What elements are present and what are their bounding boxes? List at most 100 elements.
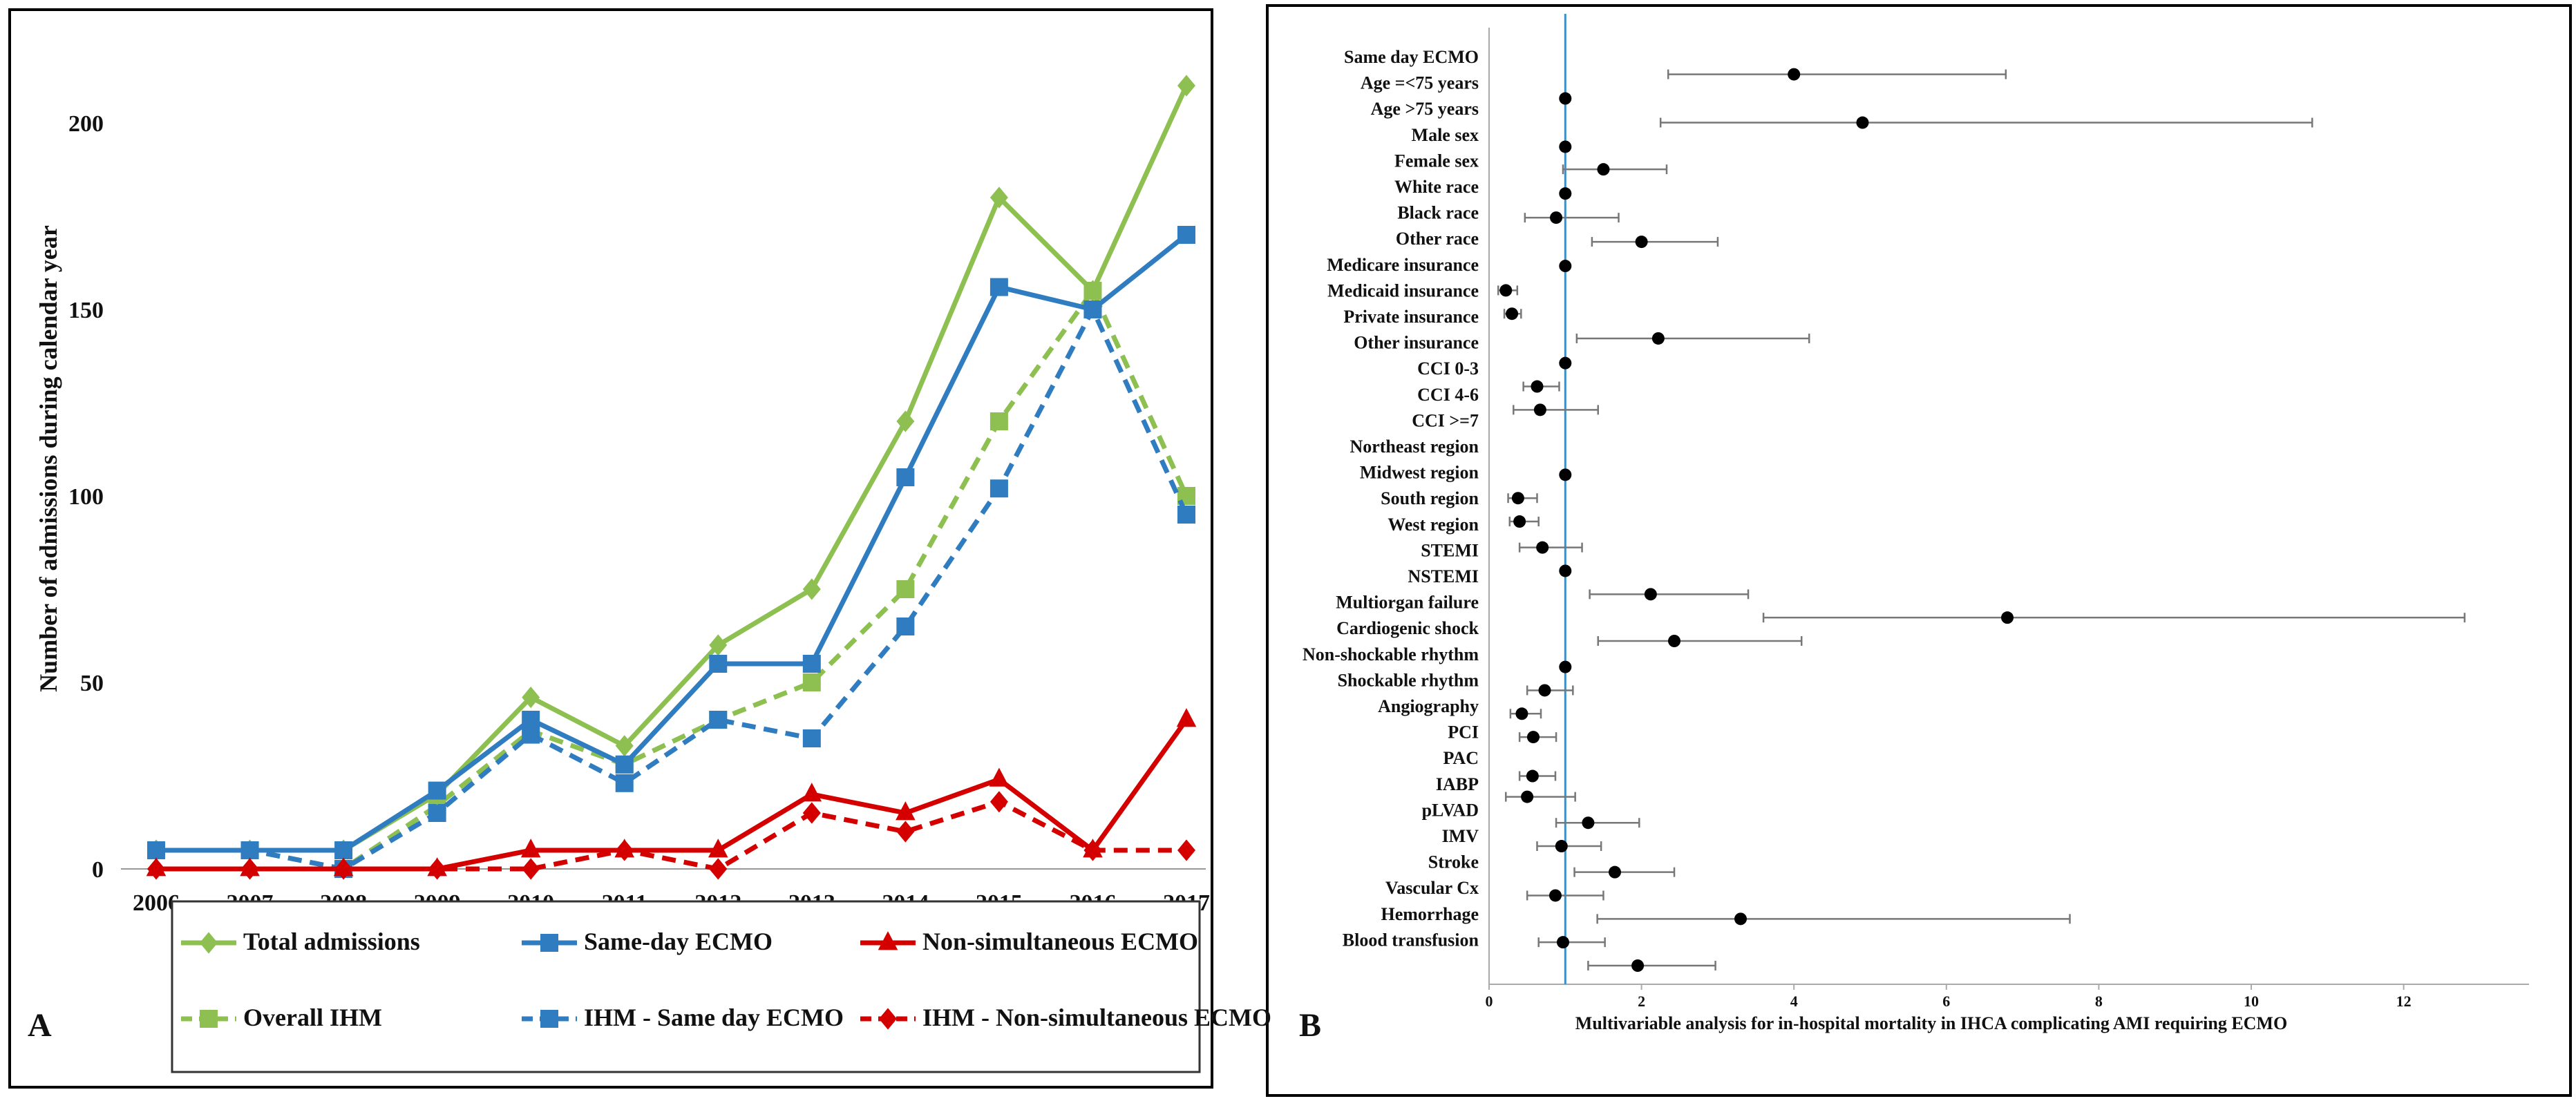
data-point: [1177, 506, 1195, 524]
data-point: [896, 801, 916, 821]
odds-ratio-dot: [1788, 68, 1801, 81]
data-point: [614, 839, 635, 858]
forest-point: [1503, 307, 1522, 320]
forest-point: [1762, 611, 2466, 624]
forest-point: [1559, 564, 1572, 577]
legend-swatch-marker: [200, 932, 218, 954]
panel-a-border: [8, 8, 1213, 1089]
series-2: [146, 708, 1197, 877]
x-tick-label: 6: [1942, 993, 1950, 1010]
forest-point: [1518, 769, 1557, 783]
data-point: [709, 655, 728, 673]
row-label: Shockable rhythm: [1338, 670, 1479, 690]
data-point: [333, 857, 354, 877]
odds-ratio-dot: [1526, 731, 1540, 744]
data-point: [1083, 280, 1102, 302]
data-point: [709, 711, 728, 729]
row-label: Private insurance: [1343, 307, 1479, 327]
odds-ratio-dot: [1597, 163, 1610, 176]
odds-ratio-dot: [1521, 790, 1534, 803]
row-label: Female sex: [1394, 151, 1479, 171]
data-point: [147, 841, 165, 859]
row-label: PAC: [1443, 748, 1479, 768]
row-label: IMV: [1442, 826, 1479, 846]
x-tick-label: 10: [2244, 993, 2259, 1010]
forest-point: [1559, 260, 1572, 273]
forest-point: [1659, 116, 2313, 129]
row-label: Hemorrhage: [1381, 904, 1479, 924]
row-label: STEMI: [1421, 540, 1479, 560]
series-5: [147, 791, 1195, 880]
data-point: [1083, 839, 1103, 858]
forest-point: [1559, 92, 1572, 105]
legend: Total admissions Same-day ECMO Non-simulta…: [171, 900, 1271, 1073]
data-point: [709, 858, 728, 880]
legend-swatch-marker: [878, 931, 898, 950]
forest-point: [1522, 380, 1560, 393]
y-tick-label: 150: [68, 298, 104, 323]
data-point: [428, 781, 446, 800]
data-point: [989, 278, 1008, 296]
y-tick-label: 200: [68, 111, 104, 137]
series-line: [156, 286, 1189, 872]
forest-point: [1597, 635, 1803, 647]
data-point: [427, 857, 447, 877]
data-point: [1177, 226, 1195, 244]
row-label: White race: [1394, 177, 1479, 197]
data-point: [146, 857, 167, 877]
row-label: Stroke: [1428, 852, 1479, 872]
series-line: [156, 718, 1188, 872]
odds-ratio-dot: [1635, 236, 1648, 249]
series-line: [156, 233, 1188, 853]
data-point: [615, 735, 634, 757]
row-label: pLVAD: [1422, 800, 1479, 820]
data-point: [989, 479, 1008, 498]
data-point: [1176, 708, 1197, 727]
legend-box: [171, 900, 1201, 1073]
data-point: [240, 857, 260, 877]
data-point: [989, 186, 1008, 209]
odds-ratio-dot: [1513, 515, 1526, 528]
row-label: Other insurance: [1354, 333, 1479, 353]
legend-swatch-marker: [879, 1008, 897, 1030]
row-label: Medicare insurance: [1327, 255, 1479, 275]
data-point: [615, 774, 634, 792]
x-tick-label: 12: [2396, 993, 2412, 1010]
legend-label: IHM - Non-simultaneous ECMO: [922, 1004, 1271, 1031]
row-label: Vascular Cx: [1385, 878, 1479, 898]
data-point: [1177, 75, 1195, 97]
legend-label: IHM - Same day ECMO: [584, 1004, 844, 1031]
row-label: PCI: [1448, 722, 1479, 743]
forest-point: [1596, 912, 2071, 926]
data-point: [615, 755, 634, 774]
odds-ratio-dot: [1668, 635, 1681, 647]
y-tick-label: 50: [80, 671, 104, 696]
odds-ratio-dot: [1538, 684, 1551, 697]
forest-point: [1591, 236, 1719, 249]
forest-point: [1559, 140, 1572, 153]
forest-point: [1526, 889, 1604, 902]
row-label: IABP: [1436, 774, 1479, 794]
data-point: [896, 468, 915, 486]
odds-ratio-dot: [1550, 211, 1563, 224]
data-point: [802, 578, 821, 600]
odds-ratio-dot: [1582, 816, 1595, 830]
series-4: [147, 300, 1195, 878]
row-label: Black race: [1397, 203, 1479, 223]
odds-ratio-dot: [1526, 769, 1539, 783]
forest-point: [1526, 684, 1574, 697]
legend-label: Same-day ECMO: [584, 928, 773, 955]
forest-point: [1573, 865, 1676, 879]
data-point: [896, 617, 915, 635]
data-point: [989, 412, 1008, 430]
panel-label: B: [1299, 1007, 1321, 1044]
odds-ratio-dot: [1536, 541, 1549, 554]
odds-ratio-dot: [1559, 187, 1572, 200]
row-label: Midwest region: [1360, 463, 1479, 483]
odds-ratio-dot: [1631, 959, 1645, 972]
legend-item: Overall IHM: [181, 1004, 382, 1031]
row-label: Other race: [1396, 229, 1479, 249]
data-point: [428, 804, 446, 822]
forest-point: [1575, 332, 1810, 345]
odds-ratio-dot: [1555, 840, 1568, 853]
